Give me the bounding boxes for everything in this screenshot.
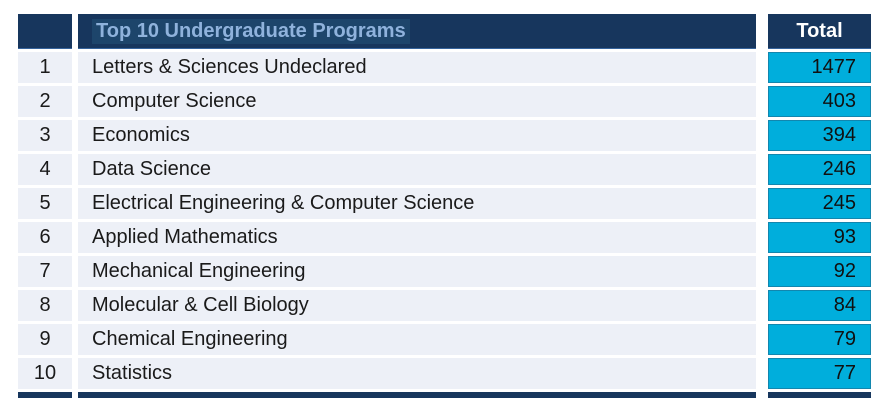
bottom-border-total-segment xyxy=(768,392,871,398)
table-bottom-border xyxy=(18,392,871,398)
total-cell: 394 xyxy=(768,120,871,151)
bottom-border-rank-segment xyxy=(18,392,72,398)
total-cell: 79 xyxy=(768,324,871,355)
program-cell: Electrical Engineering & Computer Scienc… xyxy=(78,188,756,219)
header-row: Top 10 Undergraduate Programs Total xyxy=(18,14,871,49)
total-cell: 1477 xyxy=(768,52,871,83)
total-cell: 92 xyxy=(768,256,871,287)
rank-header-cell xyxy=(18,14,72,49)
top-programs-table: Top 10 Undergraduate Programs Total 1 Le… xyxy=(18,14,871,398)
rank-cell: 7 xyxy=(18,256,72,287)
table-row: 1 Letters & Sciences Undeclared 1477 xyxy=(18,52,871,83)
total-cell: 246 xyxy=(768,154,871,185)
table-row: 6 Applied Mathematics 93 xyxy=(18,222,871,253)
rank-cell: 4 xyxy=(18,154,72,185)
rank-cell: 9 xyxy=(18,324,72,355)
table-title: Top 10 Undergraduate Programs xyxy=(92,18,410,44)
rank-cell: 2 xyxy=(18,86,72,117)
program-cell: Letters & Sciences Undeclared xyxy=(78,52,756,83)
table-row: 7 Mechanical Engineering 92 xyxy=(18,256,871,287)
total-cell: 403 xyxy=(768,86,871,117)
total-cell: 93 xyxy=(768,222,871,253)
table-row: 10 Statistics 77 xyxy=(18,358,871,389)
rank-cell: 5 xyxy=(18,188,72,219)
rank-cell: 1 xyxy=(18,52,72,83)
program-cell: Applied Mathematics xyxy=(78,222,756,253)
program-cell: Chemical Engineering xyxy=(78,324,756,355)
program-cell: Mechanical Engineering xyxy=(78,256,756,287)
table-row: 5 Electrical Engineering & Computer Scie… xyxy=(18,188,871,219)
program-header-cell: Top 10 Undergraduate Programs xyxy=(78,14,756,49)
program-cell: Economics xyxy=(78,120,756,151)
total-cell: 84 xyxy=(768,290,871,321)
bottom-border-program-segment xyxy=(78,392,756,398)
table-row: 2 Computer Science 403 xyxy=(18,86,871,117)
program-cell: Molecular & Cell Biology xyxy=(78,290,756,321)
rank-cell: 10 xyxy=(18,358,72,389)
program-cell: Data Science xyxy=(78,154,756,185)
table-row: 9 Chemical Engineering 79 xyxy=(18,324,871,355)
total-header-cell: Total xyxy=(768,14,871,49)
program-cell: Statistics xyxy=(78,358,756,389)
rank-cell: 6 xyxy=(18,222,72,253)
program-cell: Computer Science xyxy=(78,86,756,117)
rank-cell: 3 xyxy=(18,120,72,151)
rank-cell: 8 xyxy=(18,290,72,321)
table-row: 8 Molecular & Cell Biology 84 xyxy=(18,290,871,321)
total-cell: 77 xyxy=(768,358,871,389)
total-cell: 245 xyxy=(768,188,871,219)
table-row: 3 Economics 394 xyxy=(18,120,871,151)
table-row: 4 Data Science 246 xyxy=(18,154,871,185)
